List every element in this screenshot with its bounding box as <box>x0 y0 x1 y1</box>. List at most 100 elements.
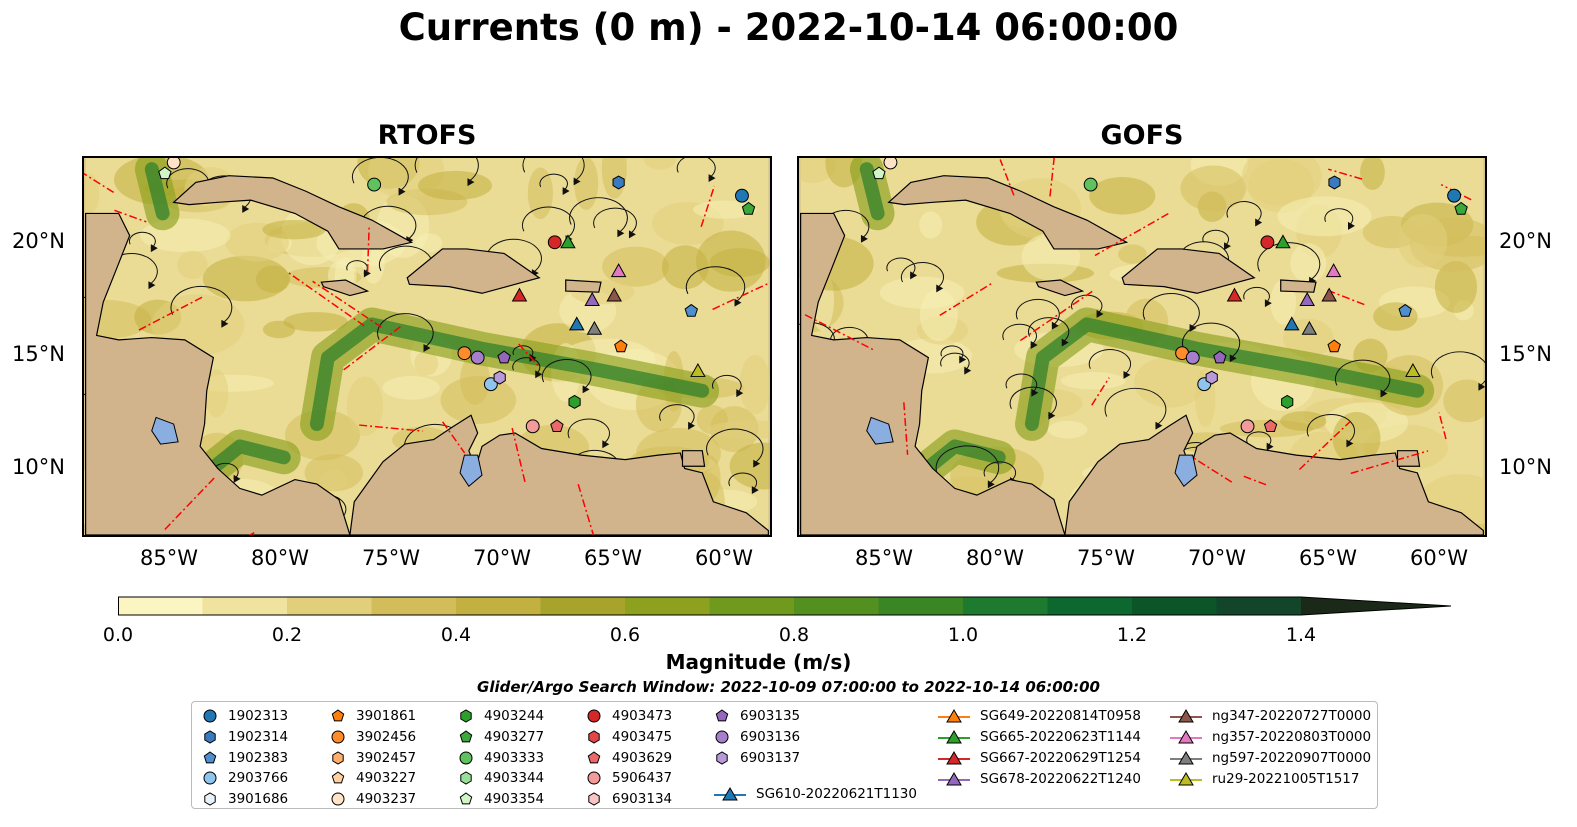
legend-label: 5906437 <box>612 770 673 787</box>
argo-float-marker[interactable] <box>1240 419 1255 434</box>
colorbar-tick: 0.2 <box>271 624 303 646</box>
glider-marker[interactable] <box>586 320 603 335</box>
argo-float-marker[interactable] <box>470 350 485 365</box>
legend-item: 4903344 <box>458 768 544 789</box>
pentagon-marker-icon <box>587 751 601 764</box>
glider-marker[interactable] <box>1301 320 1318 335</box>
streamline <box>1182 322 1241 359</box>
glider-marker[interactable] <box>1275 234 1291 249</box>
argo-float-marker[interactable] <box>1263 419 1278 432</box>
argo-float-marker[interactable] <box>457 346 472 361</box>
glider-marker[interactable] <box>560 234 576 249</box>
argo-float-marker[interactable] <box>1213 350 1227 364</box>
argo-float-marker[interactable] <box>497 350 511 364</box>
glider-marker[interactable] <box>1299 291 1315 306</box>
colorbar-segment <box>625 597 711 615</box>
streamline <box>512 345 534 359</box>
colorbar-segment <box>709 597 795 615</box>
colorbar-segment <box>371 597 457 615</box>
argo-float-marker[interactable] <box>550 419 564 432</box>
legend-item: 3901861 <box>330 706 416 727</box>
streamline <box>1334 359 1391 395</box>
argo-float-marker[interactable] <box>883 156 898 170</box>
speed-patch <box>346 376 383 437</box>
glider-marker[interactable] <box>690 362 706 377</box>
legend-item: 4903333 <box>458 747 544 768</box>
argo-float-marker[interactable] <box>1205 370 1218 385</box>
argo-float-marker[interactable] <box>741 201 756 215</box>
speed-patch <box>417 170 493 201</box>
argo-float-marker[interactable] <box>166 156 181 170</box>
colorbar-tick: 0.4 <box>440 624 472 646</box>
map-rtofs[interactable] <box>82 156 772 537</box>
map-gofs[interactable] <box>797 156 1487 537</box>
legend-label: SG667-20220629T1254 <box>980 750 1141 767</box>
legend-item: 3901686 <box>202 789 288 810</box>
argo-float-marker[interactable] <box>1185 350 1200 365</box>
glider-marker[interactable] <box>1283 316 1300 331</box>
y-tick-left: 10°N <box>12 455 65 479</box>
speed-patch <box>440 376 517 424</box>
streamline <box>1306 414 1356 444</box>
legend-item: 1902314 <box>202 727 288 748</box>
streamline-arrow <box>1123 370 1131 379</box>
glider-marker[interactable] <box>584 291 600 306</box>
argo-float-marker[interactable] <box>525 419 540 434</box>
pentagon-marker-icon <box>203 751 217 764</box>
argo-float-marker[interactable] <box>1281 394 1294 409</box>
argo-float-marker[interactable] <box>614 339 628 353</box>
argo-float-marker[interactable] <box>367 177 382 192</box>
argo-float-marker[interactable] <box>1327 339 1341 353</box>
streamline-arrow <box>573 177 581 186</box>
streamline-arrow <box>860 234 868 243</box>
streamline-arrow <box>751 486 759 495</box>
streamline-arrow <box>1051 321 1059 330</box>
argo-float-marker[interactable] <box>1083 177 1098 192</box>
colorbar-segment <box>118 597 204 615</box>
argo-float-marker[interactable] <box>547 235 562 250</box>
glider-marker[interactable] <box>511 287 528 302</box>
colorbar-segment <box>794 597 880 615</box>
legend-item: 1902383 <box>202 747 288 768</box>
colorbar-segment <box>202 597 288 615</box>
streamline <box>593 207 637 235</box>
speed-patch <box>1277 196 1372 237</box>
hexagon-marker-icon <box>460 709 472 723</box>
argo-float-marker[interactable] <box>1447 188 1462 203</box>
speed-patch <box>84 173 100 214</box>
argo-float-marker[interactable] <box>684 303 699 317</box>
glider-marker[interactable] <box>1321 287 1337 302</box>
argo-float-marker[interactable] <box>735 188 749 203</box>
argo-float-marker[interactable] <box>612 175 625 190</box>
legend-item: 4903227 <box>330 768 416 789</box>
argo-float-marker[interactable] <box>1260 235 1275 250</box>
argo-float-marker[interactable] <box>493 370 506 385</box>
streamline <box>1142 293 1200 329</box>
argo-float-marker[interactable] <box>872 166 886 180</box>
glider-marker[interactable] <box>606 287 622 302</box>
argo-float-marker[interactable] <box>1328 175 1341 190</box>
argo-float-marker[interactable] <box>568 394 581 409</box>
legend-item: 3902457 <box>330 747 416 768</box>
streamline <box>659 404 695 427</box>
argo-float-marker[interactable] <box>1454 201 1468 215</box>
glider-marker[interactable] <box>1405 362 1421 377</box>
figure-title: Currents (0 m) - 2022-10-14 06:00:00 <box>398 6 1179 49</box>
glider-marker[interactable] <box>1226 287 1243 302</box>
glider-marker[interactable] <box>568 316 585 331</box>
eez-boundary <box>577 484 595 535</box>
argo-float-marker[interactable] <box>1398 303 1412 317</box>
streamline <box>676 158 716 179</box>
streamline-arrow <box>148 281 156 290</box>
glider-marker[interactable] <box>610 263 627 278</box>
streamline <box>129 231 156 249</box>
circle-marker-icon <box>459 751 473 765</box>
streamline <box>1015 298 1060 327</box>
pentagon-marker-icon <box>331 709 345 722</box>
pentagon-marker-icon <box>459 730 473 743</box>
streamline-arrow <box>910 271 918 280</box>
glider-marker[interactable] <box>1325 263 1342 278</box>
argo-float-marker[interactable] <box>158 166 172 180</box>
circle-marker-icon <box>331 792 345 806</box>
streamline-arrow <box>964 366 972 375</box>
